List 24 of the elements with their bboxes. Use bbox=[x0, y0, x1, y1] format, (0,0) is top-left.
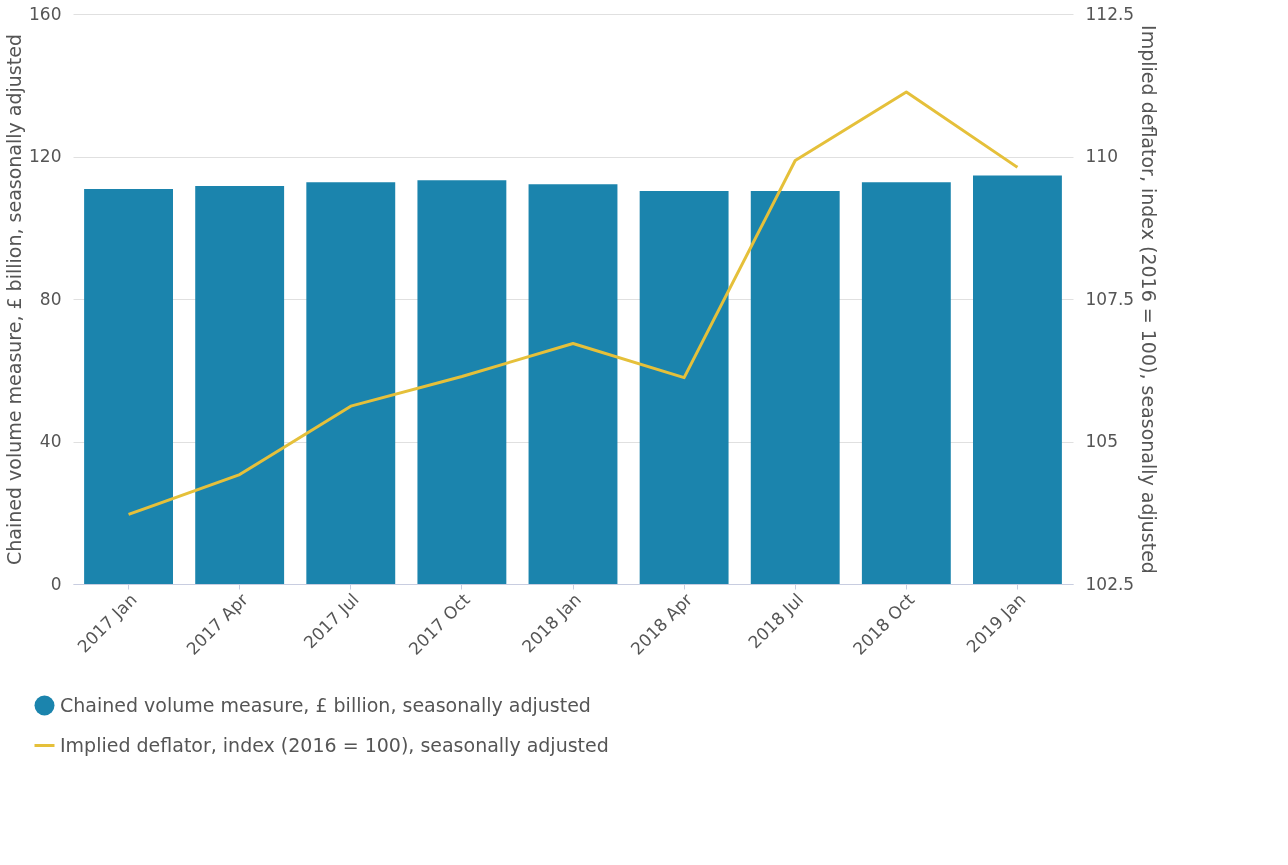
y2-axis-title: Implied deflator, index (2016 = 100), seasonally adjusted bbox=[1138, 25, 1161, 574]
y-tick-label: 120 bbox=[29, 146, 62, 166]
y2-tick-label: 112.5 bbox=[1085, 3, 1135, 24]
bar bbox=[861, 182, 951, 584]
y2-tick-label: 110 bbox=[1085, 146, 1118, 166]
line-series bbox=[127, 90, 1019, 516]
legend-label: Implied deflator, index (2016 = 100), seasonally adjusted bbox=[60, 733, 609, 756]
bar bbox=[195, 186, 285, 584]
y-tick-label: 80 bbox=[39, 288, 62, 309]
y-tick-label: 0 bbox=[50, 573, 62, 594]
y2-tick-label: 105 bbox=[1085, 431, 1118, 451]
y2-tick-label: 107.5 bbox=[1085, 288, 1135, 309]
bar bbox=[84, 188, 173, 584]
y-tick-label: 40 bbox=[39, 431, 62, 451]
y2-tick-label: 102.5 bbox=[1085, 573, 1135, 594]
bar bbox=[417, 180, 507, 584]
y-tick-label: 160 bbox=[29, 3, 62, 24]
bar bbox=[639, 191, 729, 584]
y-axis-title: Chained volume measure, £ billion, seasonally adjusted bbox=[3, 34, 26, 565]
bar bbox=[528, 184, 618, 584]
bar bbox=[306, 182, 396, 584]
legend-label: Chained volume measure, £ billion, seasonally adjusted bbox=[60, 693, 591, 716]
bar bbox=[750, 191, 840, 584]
bar bbox=[973, 175, 1062, 584]
